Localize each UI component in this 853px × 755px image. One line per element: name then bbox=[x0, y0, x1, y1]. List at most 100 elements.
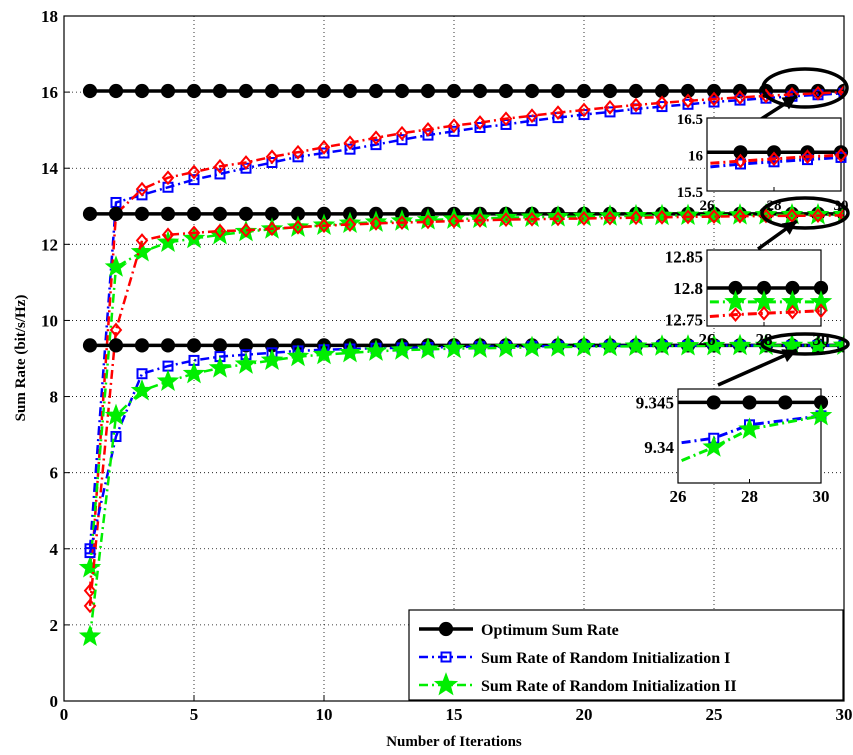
star-point bbox=[130, 378, 154, 401]
diamond-point bbox=[213, 223, 227, 239]
inset-y-tick-label: 9.345 bbox=[636, 393, 674, 412]
diamond-point bbox=[603, 210, 617, 226]
inset-x-tick-label: 30 bbox=[813, 487, 830, 506]
diamond-point bbox=[499, 212, 513, 227]
star-point bbox=[806, 333, 830, 356]
star-point bbox=[598, 204, 622, 226]
star-point bbox=[624, 334, 648, 356]
diamond-point bbox=[629, 210, 643, 226]
optimum-point bbox=[160, 83, 176, 99]
inset-y-tick-label: 12.85 bbox=[665, 247, 703, 266]
star-point bbox=[442, 207, 466, 229]
optimum-point bbox=[82, 83, 98, 99]
diamond-point bbox=[499, 111, 513, 127]
diamond-point bbox=[811, 85, 825, 101]
diamond-point bbox=[525, 108, 539, 124]
star-point bbox=[234, 352, 258, 374]
inset-y-tick-label: 16 bbox=[688, 149, 704, 165]
zoom-arrow-shaft bbox=[717, 348, 798, 387]
inset-diamond-point bbox=[734, 153, 747, 169]
star-point bbox=[364, 210, 388, 232]
optimum-point bbox=[186, 338, 202, 353]
star-point bbox=[728, 203, 752, 225]
inset-x-tick-label: 28 bbox=[767, 198, 782, 214]
star-point bbox=[364, 339, 388, 361]
star-point bbox=[338, 340, 362, 363]
diamond-point bbox=[473, 212, 487, 228]
optimum-point bbox=[212, 206, 228, 221]
diamond-point bbox=[135, 233, 149, 248]
square-point bbox=[84, 547, 96, 559]
zoom-callout bbox=[717, 332, 850, 387]
diamond-point bbox=[187, 164, 201, 180]
optimum-point bbox=[498, 83, 514, 99]
plot-frame bbox=[63, 15, 845, 702]
star-point bbox=[286, 344, 310, 367]
inset-star-point bbox=[724, 290, 747, 312]
diamond-point bbox=[395, 215, 409, 231]
x-tick-label: 15 bbox=[446, 705, 463, 724]
legend: Optimum Sum Rate Sum Rate of Random Initi… bbox=[408, 609, 844, 701]
zoom-ellipse bbox=[761, 67, 849, 109]
diamond-point bbox=[811, 208, 825, 223]
optimum-point bbox=[602, 83, 618, 99]
inset-x-tick-label: 26 bbox=[699, 330, 716, 349]
optimum-point bbox=[82, 338, 98, 353]
star-point bbox=[208, 356, 232, 378]
legend-label: Optimum Sum Rate bbox=[481, 622, 619, 639]
optimum-point bbox=[186, 83, 202, 99]
zoom-ellipse bbox=[760, 332, 850, 356]
series-line bbox=[88, 90, 844, 591]
optimum-point bbox=[290, 83, 306, 99]
zoom-callout bbox=[757, 67, 849, 123]
star-point bbox=[442, 336, 466, 359]
star-point bbox=[520, 335, 544, 358]
diamond-point bbox=[369, 216, 383, 231]
diamond-point bbox=[291, 219, 305, 235]
diamond-point bbox=[629, 97, 643, 113]
star-point bbox=[468, 336, 492, 358]
data-area bbox=[78, 83, 844, 646]
square-point bbox=[656, 101, 668, 113]
legend-marker bbox=[440, 651, 452, 663]
inset-diamond-point bbox=[786, 304, 799, 320]
x-tick-label: 0 bbox=[60, 705, 69, 724]
star-point bbox=[130, 240, 154, 262]
x-tick-label: 5 bbox=[190, 705, 199, 724]
diamond-point bbox=[733, 90, 747, 105]
star-point bbox=[104, 403, 128, 426]
inset-y-tick-label: 12.8 bbox=[673, 279, 703, 298]
diamond-point bbox=[317, 218, 331, 234]
star-point bbox=[78, 624, 102, 646]
optimum-point bbox=[524, 83, 540, 99]
diamond-point bbox=[265, 221, 279, 237]
inset-x-tick-label: 26 bbox=[700, 198, 716, 214]
square-point bbox=[214, 168, 226, 180]
inset-diamond-point bbox=[757, 305, 771, 321]
star-point bbox=[598, 334, 622, 357]
square-point bbox=[188, 174, 200, 186]
random-init-series bbox=[84, 87, 844, 555]
diamond-point bbox=[473, 115, 487, 130]
diamond-point bbox=[551, 105, 565, 121]
star-point bbox=[546, 205, 570, 227]
optimum-point bbox=[680, 83, 696, 99]
star-point bbox=[156, 369, 180, 391]
diamond-point bbox=[655, 95, 669, 111]
inset-diamond-point bbox=[834, 147, 848, 163]
diamond-point bbox=[343, 217, 357, 232]
y-tick-label: 8 bbox=[50, 388, 59, 407]
random-init-series bbox=[83, 84, 844, 599]
y-tick-label: 10 bbox=[41, 311, 58, 330]
diamond-point bbox=[109, 322, 123, 338]
optimum-point bbox=[238, 83, 254, 99]
diamond-point bbox=[317, 139, 331, 155]
optimum-point bbox=[108, 338, 124, 353]
inset-optimum-point bbox=[742, 395, 757, 410]
optimum-point bbox=[134, 206, 150, 221]
inset-diamond-point bbox=[801, 149, 814, 165]
zoom-arrow-head bbox=[781, 96, 797, 110]
diamond-point bbox=[83, 583, 97, 599]
inset-plot: 9.34 9.345 26 28 30 bbox=[636, 388, 833, 506]
